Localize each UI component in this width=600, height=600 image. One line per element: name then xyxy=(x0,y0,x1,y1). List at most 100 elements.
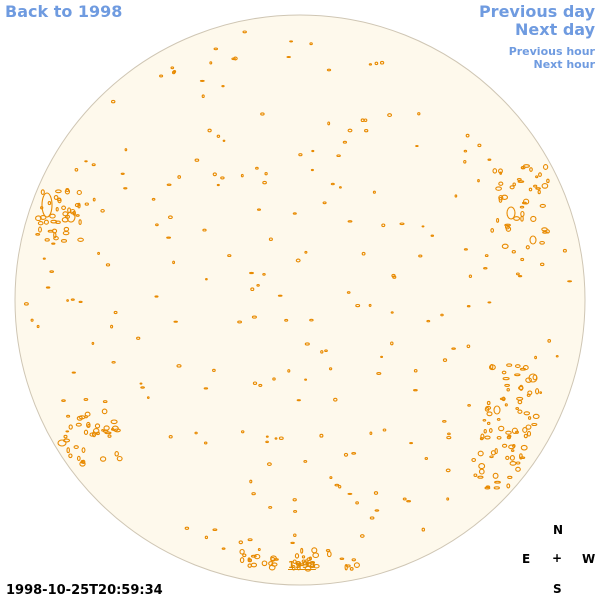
contour-mark xyxy=(124,148,128,152)
contour-mark xyxy=(487,158,492,161)
contour-mark xyxy=(111,360,116,364)
contour-mark xyxy=(240,173,244,178)
contour-mark xyxy=(268,505,273,509)
contour-mark xyxy=(477,143,482,148)
back-to-year-link[interactable]: Back to 1998 xyxy=(5,2,123,21)
compass-east: E xyxy=(522,552,531,566)
contour-mark xyxy=(504,383,510,387)
contour-mark xyxy=(247,557,251,563)
contour-mark xyxy=(421,527,426,532)
year-link[interactable]: 1998 xyxy=(288,560,316,571)
contour-mark xyxy=(47,229,54,233)
contour-mark xyxy=(465,133,470,138)
contour-mark xyxy=(304,250,308,254)
contour-mark xyxy=(36,324,40,329)
contour-mark xyxy=(114,451,119,457)
contour-mark xyxy=(242,553,247,558)
contour-mark xyxy=(399,222,405,226)
contour-mark xyxy=(417,112,421,116)
contour-mark xyxy=(527,390,533,396)
contour-mark xyxy=(498,425,505,432)
contour-mark xyxy=(66,299,69,302)
contour-mark xyxy=(257,547,261,552)
contour-mark xyxy=(361,251,366,256)
contour-mark xyxy=(113,310,118,315)
contour-mark xyxy=(498,181,504,186)
contour-mark xyxy=(304,378,308,381)
contour-mark xyxy=(51,242,56,245)
contour-mark xyxy=(123,187,128,190)
contour-mark xyxy=(110,99,116,104)
next-hour-link[interactable]: Next hour xyxy=(533,58,596,71)
contour-mark xyxy=(268,564,276,571)
contour-mark xyxy=(528,373,538,383)
previous-hour-link[interactable]: Previous hour xyxy=(508,45,595,58)
contour-mark xyxy=(49,213,56,219)
contour-mark xyxy=(347,128,353,133)
contour-mark xyxy=(194,431,198,435)
contour-mark xyxy=(529,167,533,172)
contour-mark xyxy=(454,194,458,198)
contour-mark xyxy=(297,563,305,567)
contour-mark xyxy=(334,483,340,487)
contour-mark xyxy=(298,153,303,157)
contour-mark xyxy=(312,552,320,559)
contour-mark xyxy=(319,433,324,438)
contour-mark xyxy=(426,319,431,323)
solar-disk xyxy=(14,14,586,586)
contour-mark xyxy=(555,354,559,358)
contour-mark xyxy=(60,239,68,243)
contour-mark xyxy=(473,473,478,477)
contour-mark xyxy=(94,423,101,429)
contour-mark xyxy=(110,324,114,329)
contour-mark xyxy=(177,175,182,179)
contour-mark xyxy=(166,236,172,239)
contour-mark xyxy=(63,434,68,439)
contour-mark xyxy=(78,219,82,225)
contour-mark xyxy=(520,257,525,262)
contour-mark xyxy=(409,442,414,445)
contour-mark xyxy=(480,433,485,440)
contour-mark xyxy=(515,407,520,410)
contour-mark xyxy=(204,535,209,540)
contour-mark xyxy=(247,538,253,542)
contour-mark xyxy=(53,232,57,239)
contour-mark xyxy=(517,274,523,278)
compass-north: N xyxy=(553,523,564,537)
contour-mark xyxy=(516,396,524,401)
contour-mark xyxy=(81,459,86,465)
contour-mark xyxy=(489,455,494,459)
contour-mark xyxy=(66,447,70,454)
contour-mark xyxy=(510,449,515,452)
contour-mark xyxy=(91,341,95,345)
contour-mark xyxy=(518,385,524,391)
contour-mark xyxy=(247,563,252,568)
contour-mark xyxy=(30,318,34,322)
contour-mark xyxy=(205,278,208,281)
contour-mark xyxy=(287,369,291,373)
contour-mark xyxy=(216,134,221,138)
contour-mark xyxy=(91,431,97,438)
contour-mark xyxy=(151,197,156,201)
contour-mark xyxy=(539,391,543,394)
contour-mark xyxy=(519,205,525,209)
contour-mark xyxy=(49,270,55,273)
next-day-link[interactable]: Next day xyxy=(515,20,595,39)
contour-mark xyxy=(496,417,501,421)
contour-mark xyxy=(268,237,273,241)
contour-mark xyxy=(101,408,108,415)
contour-mark xyxy=(446,435,452,440)
contour-mark xyxy=(75,422,82,427)
contour-mark xyxy=(249,479,253,484)
contour-mark xyxy=(102,400,108,404)
contour-mark xyxy=(201,94,205,99)
contour-mark xyxy=(274,437,278,440)
contour-mark xyxy=(291,564,296,571)
previous-day-link[interactable]: Previous day xyxy=(478,2,595,21)
contour-mark xyxy=(50,219,58,224)
contour-mark xyxy=(44,238,50,242)
contour-mark xyxy=(511,427,519,434)
contour-mark xyxy=(97,251,101,255)
contour-mark xyxy=(251,492,256,496)
